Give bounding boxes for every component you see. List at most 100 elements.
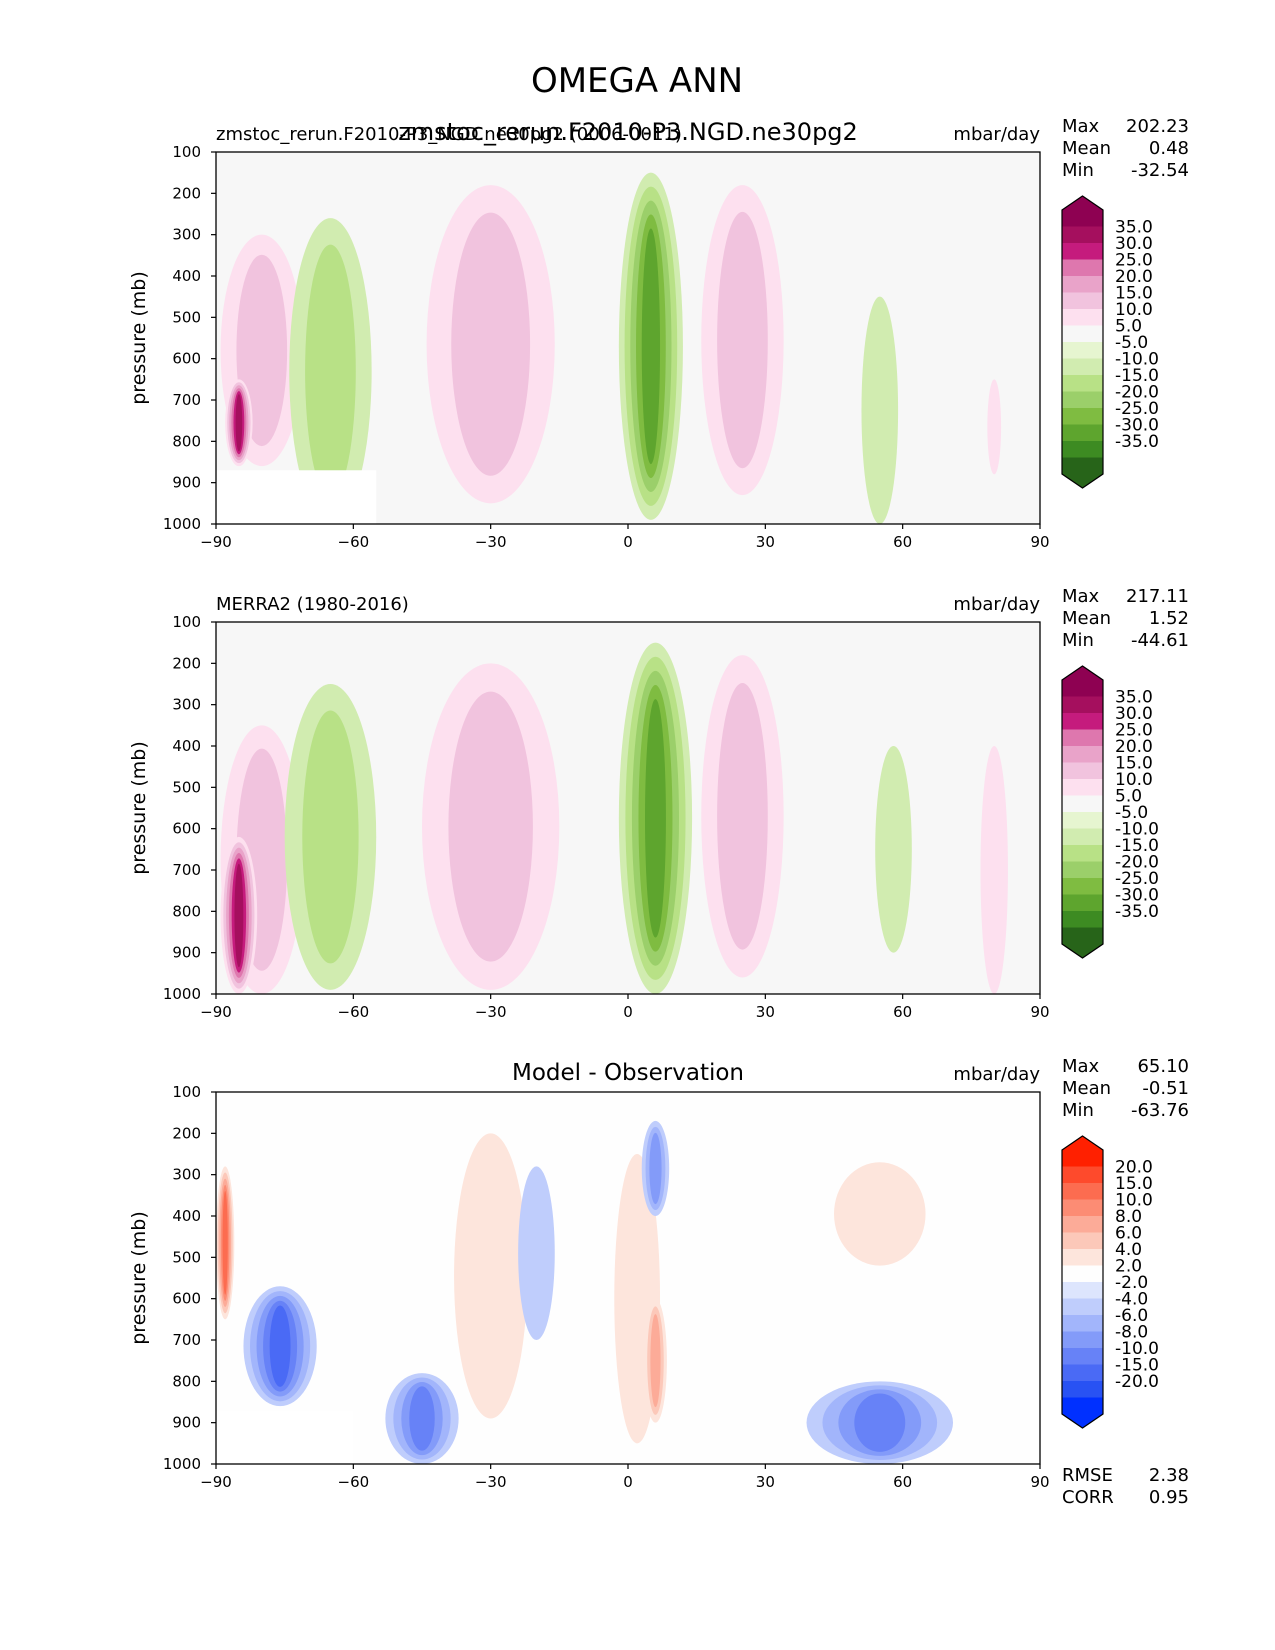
colorbar-tick-label: -15.0 xyxy=(1115,366,1159,386)
figure-title: OMEGA ANN xyxy=(531,61,743,101)
colorbar: 35.030.025.020.015.010.05.0-5.0-10.0-15.… xyxy=(1061,665,1159,959)
x-tick-label: 60 xyxy=(893,533,912,551)
colorbar-tick-label: 20.0 xyxy=(1115,1158,1153,1178)
x-tick-label: −30 xyxy=(475,533,507,551)
x-tick-label: 30 xyxy=(756,1473,775,1491)
y-tick-label: 800 xyxy=(172,1372,201,1390)
y-tick-label: 600 xyxy=(172,820,201,838)
stat-label-rmse: RMSE xyxy=(1062,1465,1113,1486)
contour-feature-6-level-1 xyxy=(875,746,912,953)
chart-panel-2: −90 −60 −30 0 30 60 90 100 200 300 400 500 600 700 800… xyxy=(128,586,1189,1021)
contour-feature-8-level-4 xyxy=(854,1393,906,1452)
colorbar-band xyxy=(1062,762,1103,780)
contour-feature-3-level-6 xyxy=(234,863,244,968)
y-tick-label: 300 xyxy=(172,226,201,244)
y-axis-label: pressure (mb) xyxy=(128,741,150,875)
y-tick-label: 500 xyxy=(172,778,201,796)
chart-panel-3: −90 −60 −30 0 30 60 90 100 200 300 400 500 600 700 800… xyxy=(128,1056,1189,1508)
y-tick-label: 1000 xyxy=(163,515,201,533)
colorbar-tick-label: 5.0 xyxy=(1115,787,1142,807)
panel-units: mbar/day xyxy=(953,124,1040,145)
y-axis-label: pressure (mb) xyxy=(128,1211,150,1345)
y-tick-label: 900 xyxy=(172,944,201,962)
colorbar: 35.030.025.020.015.010.05.0-5.0-10.0-15.… xyxy=(1061,195,1159,489)
y-tick-label: 700 xyxy=(172,1331,201,1349)
colorbar-tick-label: 15.0 xyxy=(1115,284,1153,304)
colorbar-tick-label: 25.0 xyxy=(1115,721,1153,741)
colorbar-tick-label: -10.0 xyxy=(1115,820,1159,840)
colorbar-band xyxy=(1062,1166,1103,1184)
colorbar-band xyxy=(1062,1183,1103,1201)
colorbar-tick-label: -5.0 xyxy=(1115,333,1148,353)
colorbar-band xyxy=(1062,828,1103,846)
y-tick-label: 500 xyxy=(172,1248,201,1266)
colorbar-tick-label: 10.0 xyxy=(1115,300,1153,320)
colorbar-outline xyxy=(1061,195,1104,489)
colorbar-band xyxy=(1062,779,1103,797)
contour-feature-5-level-3 xyxy=(649,1132,662,1205)
colorbar-band xyxy=(1062,911,1103,929)
colorbar-band xyxy=(1062,358,1103,376)
colorbar-band xyxy=(1062,441,1103,459)
y-tick-label: 600 xyxy=(172,350,201,368)
contour-feature-5-level-5 xyxy=(645,699,666,938)
x-tick-label: −60 xyxy=(338,1473,370,1491)
contour-feature-1-level-5 xyxy=(269,1305,291,1387)
colorbar-band xyxy=(1062,1315,1103,1333)
colorbar-band xyxy=(1062,713,1103,731)
colorbar-band xyxy=(1062,845,1103,863)
y-tick-label: 400 xyxy=(172,737,201,755)
colorbar-tick-label: 20.0 xyxy=(1115,737,1153,757)
contour-feature-3-level-1 xyxy=(518,1166,555,1340)
y-tick-label: 300 xyxy=(172,696,201,714)
y-tick-label: 500 xyxy=(172,308,201,326)
stat-value-max: 202.23 xyxy=(1126,116,1189,137)
colorbar-under-arrow xyxy=(1062,1414,1103,1428)
y-tick-label: 100 xyxy=(172,143,201,161)
colorbar-tick-label: -10.0 xyxy=(1115,350,1159,370)
colorbar-tick-label: 8.0 xyxy=(1115,1207,1142,1227)
contour-feature-7-level-4 xyxy=(409,1386,435,1451)
stat-value-max: 65.10 xyxy=(1137,1056,1189,1077)
colorbar-band xyxy=(1062,894,1103,912)
colorbar-band xyxy=(1062,226,1103,244)
stat-value-rmse: 2.38 xyxy=(1149,1465,1189,1486)
colorbar-tick-label: 6.0 xyxy=(1115,1224,1142,1244)
contour-feature-3-level-6 xyxy=(235,394,243,452)
colorbar-tick-label: -6.0 xyxy=(1115,1306,1148,1326)
stat-value-mean: 0.48 xyxy=(1149,138,1189,159)
stat-label-mean: Mean xyxy=(1062,1078,1111,1099)
y-tick-label: 200 xyxy=(172,654,201,672)
stat-value-mean: -0.51 xyxy=(1142,1078,1189,1099)
colorbar-tick-label: -20.0 xyxy=(1115,383,1159,403)
x-tick-label: −90 xyxy=(200,1003,232,1021)
y-tick-label: 900 xyxy=(172,474,201,492)
colorbar-tick-label: -10.0 xyxy=(1115,1339,1159,1359)
colorbar-tick-label: -15.0 xyxy=(1115,836,1159,856)
colorbar-band xyxy=(1062,408,1103,426)
colorbar-tick-label: -2.0 xyxy=(1115,1273,1148,1293)
contour-feature-1-level-2 xyxy=(717,211,768,469)
y-tick-label: 100 xyxy=(172,613,201,631)
contour-feature-7-level-1 xyxy=(987,379,1002,475)
colorbar-band xyxy=(1062,795,1103,813)
x-tick-label: 0 xyxy=(623,533,633,551)
colorbar-band xyxy=(1062,1216,1103,1234)
colorbar-tick-label: 30.0 xyxy=(1115,234,1153,254)
colorbar-tick-label: -15.0 xyxy=(1115,1356,1159,1376)
stat-value-max: 217.11 xyxy=(1126,586,1189,607)
x-tick-label: 0 xyxy=(623,1473,633,1491)
missing-data-mask xyxy=(216,470,377,524)
contour-feature-0-level-2 xyxy=(448,691,533,962)
colorbar-tick-label: 5.0 xyxy=(1115,317,1142,337)
stat-label-min: Min xyxy=(1062,160,1094,181)
colorbar-tick-label: -20.0 xyxy=(1115,853,1159,873)
contour-feature-6-level-3 xyxy=(650,1314,661,1408)
stat-label-max: Max xyxy=(1062,586,1100,607)
stat-label-mean: Mean xyxy=(1062,608,1111,629)
stat-value-min: -32.54 xyxy=(1131,160,1189,181)
x-tick-label: 30 xyxy=(756,1003,775,1021)
colorbar-band xyxy=(1062,424,1103,442)
colorbar-band xyxy=(1062,1348,1103,1366)
panel-units: mbar/day xyxy=(953,1064,1040,1085)
